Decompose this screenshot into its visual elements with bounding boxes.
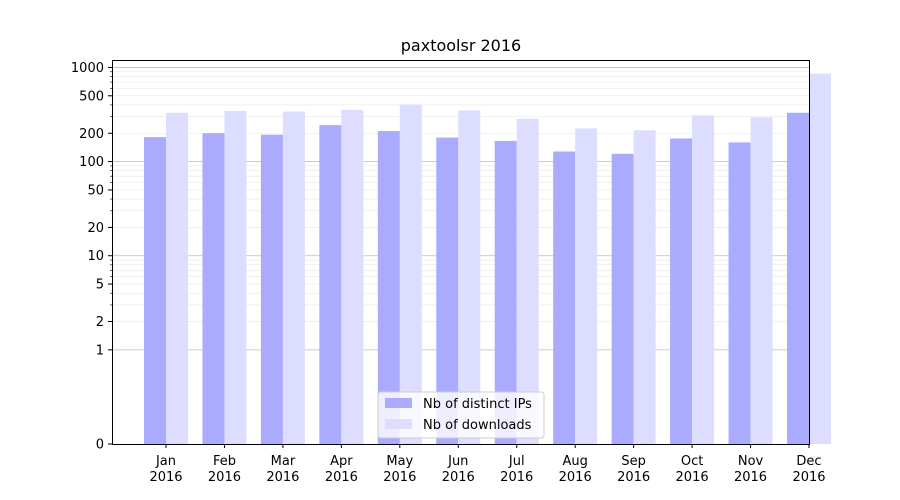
bar-downloads-10 [750, 117, 773, 444]
bars [144, 73, 831, 445]
bar-distinct-ips-3 [319, 125, 342, 444]
x-tick-label: Jun 2016 [442, 454, 475, 485]
plot-frame [112, 60, 810, 445]
bar-distinct-ips-4 [377, 131, 400, 445]
legend-label-distinct-ips: Nb of distinct IPs [423, 397, 532, 412]
x-tick-label: Jan 2016 [149, 454, 182, 485]
bar-distinct-ips-8 [611, 153, 634, 445]
y-tick-label: 500 [79, 89, 104, 104]
x-tick-label: Jul 2016 [500, 454, 533, 485]
x-tick-label: Feb 2016 [208, 454, 241, 485]
x-tick-label: Sep 2016 [617, 454, 650, 485]
bar-downloads-6 [516, 118, 539, 445]
x-axis: Jan 2016 Feb 2016 Mar 2016 Apr 2016 May 2016 Jun 20… [149, 444, 826, 485]
bar-distinct-ips-5 [436, 137, 459, 444]
x-tick-label: Mar 2016 [266, 454, 299, 485]
x-tick-label: May 2016 [383, 454, 416, 485]
bar-downloads-1 [224, 110, 247, 444]
bar-distinct-ips-9 [670, 138, 693, 444]
x-tick-label: Apr 2016 [325, 454, 358, 485]
bar-downloads-5 [458, 110, 481, 444]
legend-label-downloads: Nb of downloads [423, 418, 532, 433]
chart-title: paxtoolsr 2016 [401, 36, 521, 55]
x-tick-label: Oct 2016 [676, 454, 709, 485]
bar-downloads-11 [809, 73, 831, 444]
legend: Nb of distinct IPs Nb of downloads [377, 391, 545, 439]
bar-distinct-ips-6 [494, 140, 517, 444]
y-tick-label: 2 [96, 315, 104, 330]
y-tick-label: 20 [87, 221, 104, 236]
bar-downloads-7 [575, 128, 598, 445]
bar-downloads-8 [633, 130, 656, 444]
legend-swatch-distinct-ips [385, 398, 412, 408]
bar-distinct-ips-11 [787, 112, 809, 444]
y-tick-label: 5 [96, 278, 104, 293]
bar-distinct-ips-1 [202, 133, 225, 444]
y-tick-label: 1000 [71, 61, 104, 76]
y-tick-label: 50 [87, 183, 104, 198]
bar-downloads-2 [282, 111, 305, 444]
bar-downloads-4 [399, 104, 422, 444]
legend-box [377, 391, 545, 439]
y-tick-label: 100 [79, 155, 104, 170]
x-tick-label: Dec 2016 [792, 454, 825, 485]
bar-distinct-ips-0 [144, 137, 166, 445]
bar-distinct-ips-2 [260, 134, 283, 444]
y-tick-label: 1 [96, 343, 104, 358]
bar-downloads-9 [692, 115, 715, 444]
y-tick-label: 10 [87, 249, 104, 264]
legend-swatch-downloads [385, 419, 412, 429]
bar-downloads-3 [341, 109, 364, 444]
y-axis: 0 1 2 5 10 20 50 100 200 500 1000 [71, 61, 112, 453]
bar-distinct-ips-7 [553, 151, 576, 444]
bar-downloads-0 [166, 112, 188, 444]
x-tick-label: Nov 2016 [734, 454, 767, 485]
y-tick-label: 200 [79, 127, 104, 142]
bar-distinct-ips-10 [728, 142, 751, 444]
x-tick-label: Aug 2016 [559, 454, 592, 485]
y-tick-label: 0 [96, 438, 104, 453]
